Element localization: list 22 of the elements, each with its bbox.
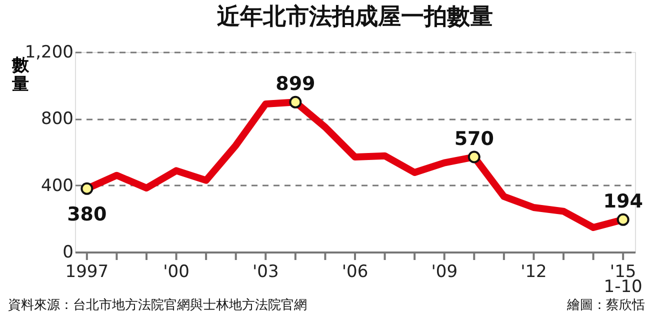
y-axis-title: 數量 <box>11 56 30 94</box>
data-label: 380 <box>67 204 107 226</box>
x-tick-label: '00 <box>163 262 190 282</box>
y-tick-label: 400 <box>41 176 74 196</box>
point <box>289 96 302 108</box>
text: 繪圖：蔡欣恬 <box>566 298 645 313</box>
point <box>80 182 94 195</box>
x-tick-label: '12 <box>520 262 547 282</box>
y-tick-label: 800 <box>41 109 74 130</box>
data-label: 194 <box>603 190 643 213</box>
y-tick-label: 0 <box>62 242 74 262</box>
source-note: 資料來源：台北市地方法院官網與士林地方法院官網 <box>8 297 307 313</box>
data-label: 899 <box>276 73 316 96</box>
x-tick-label: '15 1-10 <box>604 262 642 297</box>
x-tick-label: '09 <box>431 262 458 282</box>
x-tick-label: '03 <box>252 262 279 282</box>
data-label: 570 <box>454 128 494 150</box>
x-tick-label: '06 <box>342 262 368 282</box>
chart-title: 近年北市法拍成屋一拍數量 <box>216 3 493 30</box>
x-tick-label: 1997 <box>65 262 109 282</box>
point <box>468 150 480 164</box>
point <box>616 213 630 226</box>
